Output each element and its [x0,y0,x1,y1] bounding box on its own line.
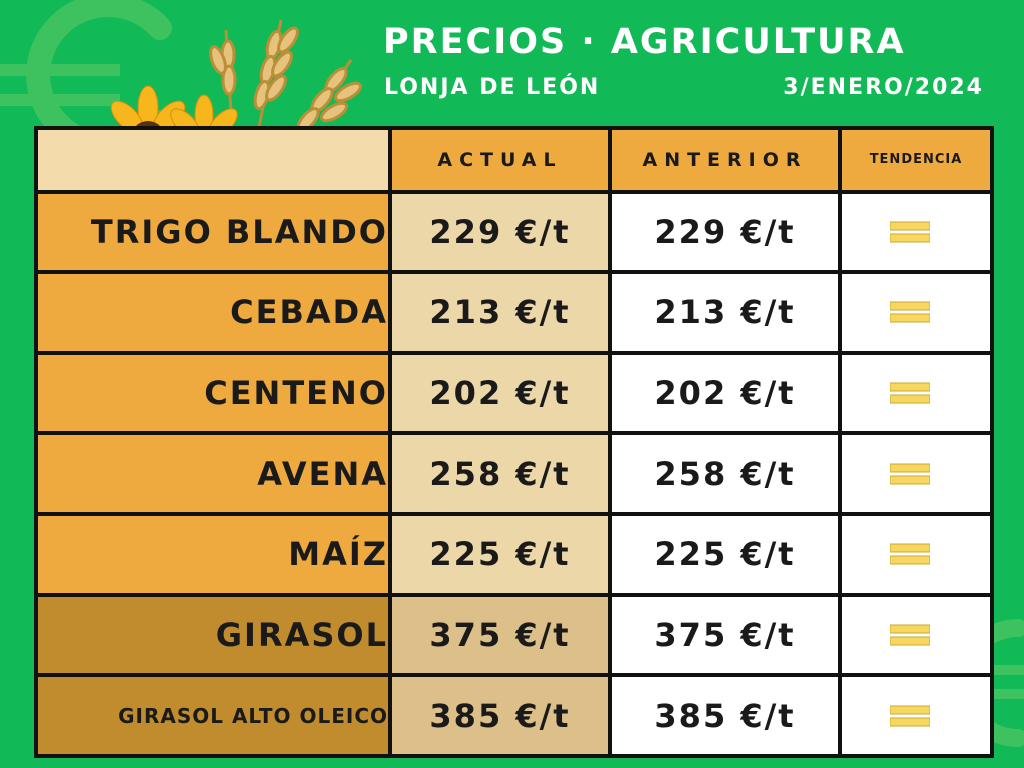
column-header-actual: ACTUAL [388,126,612,194]
table-row: MAÍZ 225 €/t 225 €/t [34,512,994,597]
trend-cell [838,270,994,355]
product-name: GIRASOL [34,592,392,678]
wheat-icon [209,19,362,196]
actual-price: 375 €/t [388,592,612,678]
equal-icon [890,301,930,323]
equal-icon [890,705,930,727]
trend-cell [838,512,994,597]
header-corner-cell [34,126,392,194]
previous-price: 229 €/t [608,189,842,275]
trend-cell [838,673,994,758]
trend-cell [838,189,994,275]
equal-icon [890,382,930,404]
table-row: CEBADA 213 €/t 213 €/t [34,270,994,355]
product-name: GIRASOL ALTO OLEICO [34,673,392,758]
product-name: CEBADA [34,270,392,355]
actual-price: 229 €/t [388,189,612,275]
previous-price: 375 €/t [608,592,842,678]
trend-cell [838,350,994,436]
table-row: AVENA 258 €/t 258 €/t [34,431,994,517]
trend-cell [838,592,994,678]
column-header-anterior: ANTERIOR [608,126,842,194]
table-header-row: ACTUAL ANTERIOR TENDENCIA [34,126,994,194]
table-row: TRIGO BLANDO 229 €/t 229 €/t [34,189,994,275]
actual-price: 202 €/t [388,350,612,436]
trend-cell [838,431,994,517]
equal-icon [890,624,930,646]
equal-icon [890,463,930,485]
previous-price: 258 €/t [608,431,842,517]
table-row: CENTENO 202 €/t 202 €/t [34,350,994,436]
actual-price: 385 €/t [388,673,612,758]
report-date: 3/ENERO/2024 [783,75,984,100]
actual-price: 258 €/t [388,431,612,517]
product-name: MAÍZ [34,512,392,597]
actual-price: 213 €/t [388,270,612,355]
equal-icon [890,543,930,565]
product-name: CENTENO [34,350,392,436]
price-table: ACTUAL ANTERIOR TENDENCIA TRIGO BLANDO 2… [34,126,994,758]
page-title: PRECIOS · AGRICULTURA [383,22,906,62]
market-name: LONJA DE LEÓN [384,75,601,100]
product-name: TRIGO BLANDO [34,189,392,275]
actual-price: 225 €/t [388,512,612,597]
previous-price: 213 €/t [608,270,842,355]
previous-price: 225 €/t [608,512,842,597]
previous-price: 202 €/t [608,350,842,436]
product-name: AVENA [34,431,392,517]
column-header-tendencia: TENDENCIA [838,126,994,194]
table-row: GIRASOL ALTO OLEICO 385 €/t 385 €/t [34,673,994,758]
table-row: GIRASOL 375 €/t 375 €/t [34,592,994,678]
equal-icon [890,221,930,243]
previous-price: 385 €/t [608,673,842,758]
